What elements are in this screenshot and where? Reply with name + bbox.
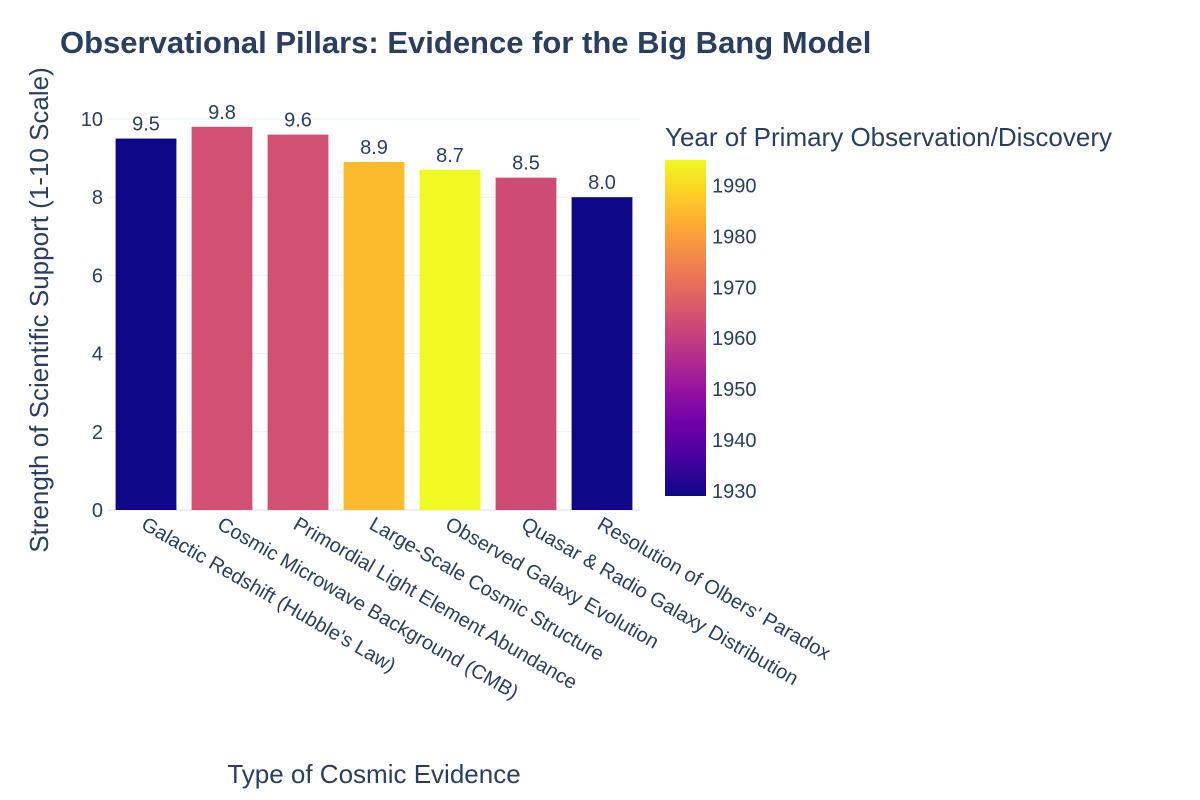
colorbar-tick-label: 1960: [712, 328, 757, 350]
y-tick-label: 4: [92, 344, 103, 366]
bar-6: [495, 177, 557, 510]
bar-1: [115, 138, 177, 511]
y-tick-label: 6: [92, 265, 103, 287]
bar-value-label: 8.7: [436, 145, 464, 167]
x-axis-title: Type of Cosmic Evidence: [227, 759, 520, 789]
bar-value-label: 9.8: [208, 102, 236, 124]
colorbar-tick-label: 1980: [712, 226, 757, 248]
y-tick-label: 0: [92, 500, 103, 522]
y-axis-ticks: 0 2 4 6 8 10: [81, 109, 103, 522]
bar-value-label: 8.9: [360, 137, 388, 159]
colorbar: Year of Primary Observation/Discovery 19…: [665, 122, 1112, 503]
colorbar-tick-label: 1930: [712, 481, 757, 503]
bar-2: [191, 126, 253, 510]
y-tick-label: 2: [92, 422, 103, 444]
colorbar-tick-label: 1940: [712, 430, 757, 452]
y-axis-title: Strength of Scientific Support (1-10 Sca…: [24, 67, 54, 553]
y-tick-label: 8: [92, 187, 103, 209]
chart-title: Observational Pillars: Evidence for the …: [60, 25, 871, 60]
colorbar-tick-label: 1970: [712, 277, 757, 299]
bar-value-label: 8.5: [512, 153, 540, 175]
bar-5: [419, 169, 481, 510]
colorbar-tick-label: 1950: [712, 379, 757, 401]
bar-4: [343, 162, 405, 510]
bar-3: [267, 134, 329, 510]
bars: [115, 126, 633, 511]
bar-value-labels: 9.5 9.8 9.6 8.9 8.7 8.5 8.0: [132, 102, 616, 194]
y-tick-label: 10: [81, 109, 103, 131]
colorbar-title: Year of Primary Observation/Discovery: [665, 122, 1112, 152]
colorbar-ticks: 1930 1940 1950 1960 1970 1980 1990: [712, 175, 757, 502]
x-axis-category-labels: Galactic Redshift (Hubble's Law)Cosmic M…: [138, 513, 835, 704]
bar-value-label: 8.0: [588, 172, 616, 194]
bar-value-label: 9.5: [132, 114, 160, 136]
colorbar-tick-label: 1990: [712, 175, 757, 197]
colorbar-gradient: [665, 160, 706, 496]
bar-7: [571, 197, 633, 510]
bar-value-label: 9.6: [284, 110, 312, 132]
